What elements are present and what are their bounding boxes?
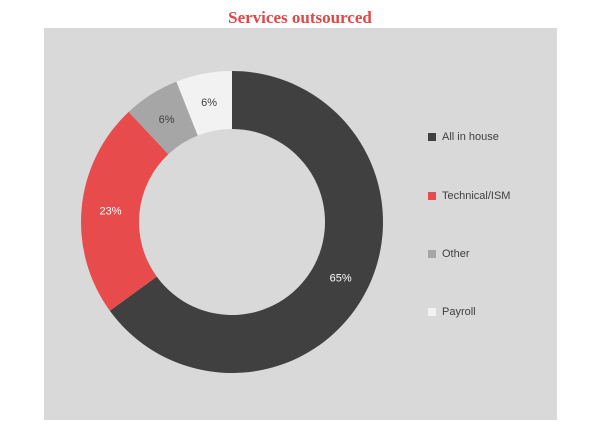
legend-swatch-payroll <box>428 308 436 316</box>
chart-title: Services outsourced <box>228 8 372 27</box>
data-label-technical-ism: 23% <box>100 206 122 218</box>
legend-swatch-all-in-house <box>428 133 436 141</box>
slice-payroll <box>176 71 232 136</box>
legend-label-technical-ism: Technical/ISM <box>442 190 511 202</box>
data-label-payroll: 6% <box>201 97 217 109</box>
legend-item-payroll: Payroll <box>428 306 476 318</box>
slice-technical-ism <box>80 111 169 311</box>
slice-all-in-house <box>109 71 383 373</box>
data-label-all-in-house: 65% <box>330 272 352 284</box>
legend-item-other: Other <box>428 248 470 260</box>
legend-label-payroll: Payroll <box>442 306 476 318</box>
legend-item-all-in-house: All in house <box>428 131 499 143</box>
slice-other <box>128 81 198 155</box>
legend-swatch-technical-ism <box>428 192 436 200</box>
legend-label-other: Other <box>442 248 470 260</box>
legend-label-all-in-house: All in house <box>442 131 499 143</box>
legend-item-technical-ism: Technical/ISM <box>428 190 510 202</box>
legend-swatch-other <box>428 250 436 258</box>
chart-legend: All in house Technical/ISM Other Payroll <box>428 0 548 444</box>
data-label-other: 6% <box>159 114 175 126</box>
